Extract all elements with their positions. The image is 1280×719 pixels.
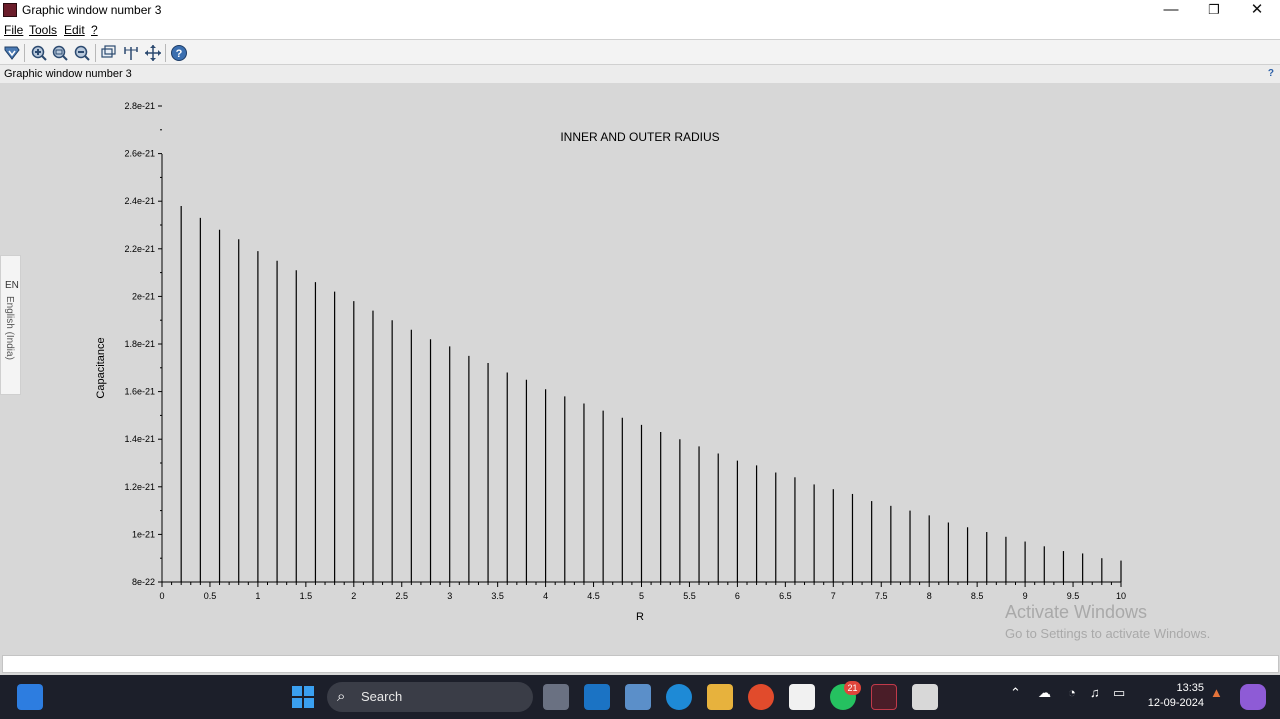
y-tick-label: 8e-22	[132, 577, 155, 587]
copilot-icon[interactable]	[1240, 684, 1266, 710]
x-tick-label: 2	[351, 591, 356, 601]
x-tick-label: 0.5	[204, 591, 217, 601]
taskbar-search[interactable]: ⌕ Search	[327, 682, 533, 712]
y-tick-label: 1e-21	[132, 529, 155, 539]
edge-icon[interactable]	[666, 684, 692, 710]
y-tick-label: 1.4e-21	[124, 434, 155, 444]
figure-help-link[interactable]: ?	[1267, 68, 1274, 79]
window-title: Graphic window number 3	[22, 3, 162, 17]
taskbar-clock[interactable]: 13:35 12-09-2024	[1140, 681, 1204, 711]
x-tick-label: 1.5	[300, 591, 313, 601]
menu-help[interactable]: ?	[91, 23, 98, 37]
toolbar-separator	[165, 44, 166, 62]
x-tick-label: 8.5	[971, 591, 984, 601]
menu-edit[interactable]: Edit	[64, 23, 85, 37]
y-tick-label: 1.6e-21	[124, 387, 155, 397]
toolbar-separator	[24, 44, 25, 62]
file-explorer-icon[interactable]	[707, 684, 733, 710]
zoom-in-icon[interactable]	[30, 44, 48, 62]
rotate-icon[interactable]	[100, 44, 118, 62]
language-indicator[interactable]: EN English (India)	[0, 255, 21, 395]
search-label: Search	[361, 689, 403, 704]
title-bar: Graphic window number 3 — ❐ ✕	[0, 0, 1280, 21]
notification-bell-icon[interactable]: ▲	[1210, 685, 1223, 700]
plot-canvas[interactable]	[0, 83, 1280, 654]
taskbar: ⌕ Search 21 ⌃ ☁ ◔ ♫ ▭ 13:35 12-09-2024 ▲	[0, 675, 1280, 719]
minimize-button[interactable]: —	[1163, 1, 1179, 18]
zoom-out-icon[interactable]	[73, 44, 91, 62]
vscode-icon[interactable]	[584, 684, 610, 710]
activation-watermark-title: Activate Windows	[1005, 602, 1148, 622]
y-tick-label: 1.2e-21	[124, 482, 155, 492]
x-tick-label: 4.5	[587, 591, 600, 601]
y-tick-label: 2.6e-21	[124, 149, 155, 159]
x-tick-label: 3.5	[491, 591, 504, 601]
search-icon: ⌕	[337, 688, 346, 705]
menu-file[interactable]: File	[4, 23, 24, 37]
y-axis-label: Capacitance	[95, 337, 107, 398]
x-axis-label: R	[636, 611, 644, 623]
microsoft-store-icon[interactable]	[789, 684, 815, 710]
whatsapp-badge: 21	[844, 681, 861, 695]
x-tick-label: 10	[1116, 591, 1126, 601]
x-tick-label: 2.5	[395, 591, 408, 601]
y-tick-label: 2.2e-21	[124, 244, 155, 254]
x-tick-label: 7	[831, 591, 836, 601]
close-button[interactable]: ✕	[1250, 1, 1264, 18]
x-tick-label: 0	[159, 591, 164, 601]
wps-office-icon[interactable]	[748, 684, 774, 710]
x-tick-label: 4	[543, 591, 548, 601]
scilab-taskbar-icon[interactable]	[871, 684, 897, 710]
status-bar	[2, 655, 1279, 673]
toolbar-separator	[95, 44, 96, 62]
x-tick-label: 3	[447, 591, 452, 601]
y-tick-label: 1.8e-21	[124, 339, 155, 349]
x-tick-label: 8	[927, 591, 932, 601]
x-tick-label: 6.5	[779, 591, 792, 601]
y-tick-label: 2.4e-21	[124, 196, 155, 206]
x-tick-label: 5.5	[683, 591, 696, 601]
zoom-fit-icon[interactable]	[51, 44, 69, 62]
chart-title: INNER AND OUTER RADIUS	[560, 130, 719, 144]
chevron-up-icon[interactable]: ⌃	[1010, 685, 1021, 700]
y-tick-label: 2e-21	[132, 291, 155, 301]
capacitance-plot[interactable]: 0 0.5 1 1.5 2 2.5 3 3.5 4 4.5 5 5.5 6 6.5 7 7.5 8 8.5 9 9.5…	[0, 83, 1280, 654]
help-icon[interactable]: ?	[170, 44, 188, 62]
task-view-icon[interactable]	[543, 684, 569, 710]
datatip-icon[interactable]	[3, 44, 21, 62]
x-tick-label: 6	[735, 591, 740, 601]
figure-header: Graphic window number 3 ?	[0, 65, 1280, 83]
svg-text:?: ?	[176, 48, 183, 60]
x-tick-label: 9.5	[1067, 591, 1080, 601]
scilab-console-icon[interactable]	[912, 684, 938, 710]
x-tick-label: 5	[639, 591, 644, 601]
menu-bar: File Tools Edit ?	[0, 21, 1280, 40]
language-code: EN	[5, 280, 19, 291]
scilab-app-icon	[3, 3, 17, 17]
widgets-icon[interactable]	[17, 684, 43, 710]
y-tick-label: 2.8e-21	[124, 101, 155, 111]
language-name: English (India)	[4, 296, 15, 360]
toolbar: ?	[0, 40, 1280, 65]
pan-icon[interactable]	[144, 44, 162, 62]
select-icon[interactable]	[122, 44, 140, 62]
clock-date: 12-09-2024	[1147, 697, 1204, 709]
x-tick-label: 9	[1023, 591, 1028, 601]
menu-tools[interactable]: Tools	[29, 23, 58, 37]
wifi-icon[interactable]: ◔	[1068, 685, 1076, 700]
start-button[interactable]	[290, 684, 316, 710]
x-tick-label: 1	[255, 591, 260, 601]
onedrive-icon[interactable]: ☁	[1038, 685, 1051, 700]
photos-icon[interactable]	[625, 684, 651, 710]
battery-icon[interactable]: ▭	[1113, 685, 1126, 700]
figure-label: Graphic window number 3	[4, 68, 132, 80]
activation-watermark-subtitle: Go to Settings to activate Windows.	[1005, 626, 1211, 641]
clock-time: 13:35	[1176, 682, 1204, 694]
volume-icon[interactable]: ♫	[1090, 685, 1100, 700]
x-tick-label: 7.5	[875, 591, 888, 601]
maximize-button[interactable]: ❐	[1208, 2, 1220, 17]
